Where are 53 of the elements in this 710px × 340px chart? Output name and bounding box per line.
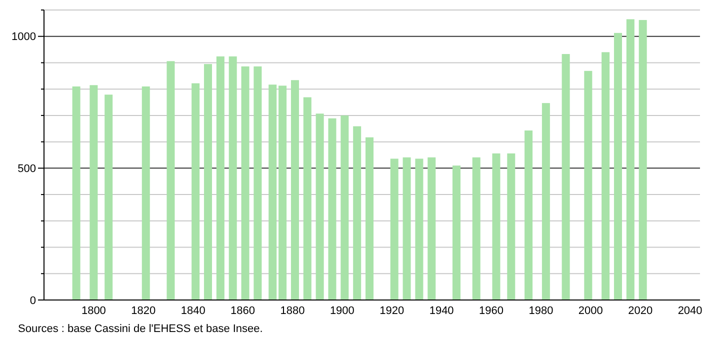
x-tick-label: 1900 xyxy=(330,305,354,317)
bar xyxy=(562,54,570,300)
bar xyxy=(390,158,398,300)
x-tick-label: 1800 xyxy=(81,305,106,317)
x-tick-label: 1920 xyxy=(380,305,404,317)
x-tick-label: 2020 xyxy=(628,305,653,317)
bar xyxy=(303,97,312,300)
bar xyxy=(278,86,287,300)
bar xyxy=(402,157,411,300)
bar xyxy=(340,115,349,300)
source-note: Sources : base Cassini de l'EHESS et base Insee. xyxy=(18,323,263,335)
bar xyxy=(166,61,175,300)
bar xyxy=(614,32,622,300)
bar xyxy=(142,86,150,300)
bar xyxy=(366,137,374,300)
x-tick-label: 1980 xyxy=(528,305,554,317)
y-tick-label: 0 xyxy=(30,294,36,307)
bar xyxy=(353,126,362,300)
bar xyxy=(542,103,550,300)
bar xyxy=(268,84,277,300)
bar xyxy=(452,166,460,300)
bar xyxy=(492,153,500,300)
bar xyxy=(472,157,480,300)
x-tick-label: 1940 xyxy=(429,305,454,317)
x-tick-label: 2000 xyxy=(578,305,603,317)
bar xyxy=(228,56,237,300)
bar xyxy=(216,56,224,300)
bar xyxy=(626,19,634,300)
bar xyxy=(602,52,610,300)
bar xyxy=(524,130,533,300)
bar xyxy=(328,118,336,300)
bar xyxy=(204,64,212,300)
x-tick-label: 1880 xyxy=(280,305,305,317)
y-tick-label: 500 xyxy=(18,163,36,176)
bar xyxy=(290,80,299,300)
bar xyxy=(90,85,98,300)
x-tick-label: 1860 xyxy=(230,305,256,317)
bar xyxy=(584,70,592,300)
bar xyxy=(241,66,250,300)
bar xyxy=(428,157,436,300)
bar xyxy=(192,83,200,300)
bar xyxy=(254,66,262,300)
bar xyxy=(507,153,516,300)
x-tick-label: 2040 xyxy=(678,305,702,317)
y-tick-label: 1000 xyxy=(12,31,36,44)
x-tick-label: 1840 xyxy=(180,305,206,317)
bar xyxy=(72,86,80,300)
bar xyxy=(638,20,647,300)
bar xyxy=(104,94,113,300)
x-tick-label: 1960 xyxy=(479,305,504,317)
bar xyxy=(415,158,424,300)
x-tick-label: 1820 xyxy=(131,305,156,317)
bar xyxy=(316,114,324,300)
